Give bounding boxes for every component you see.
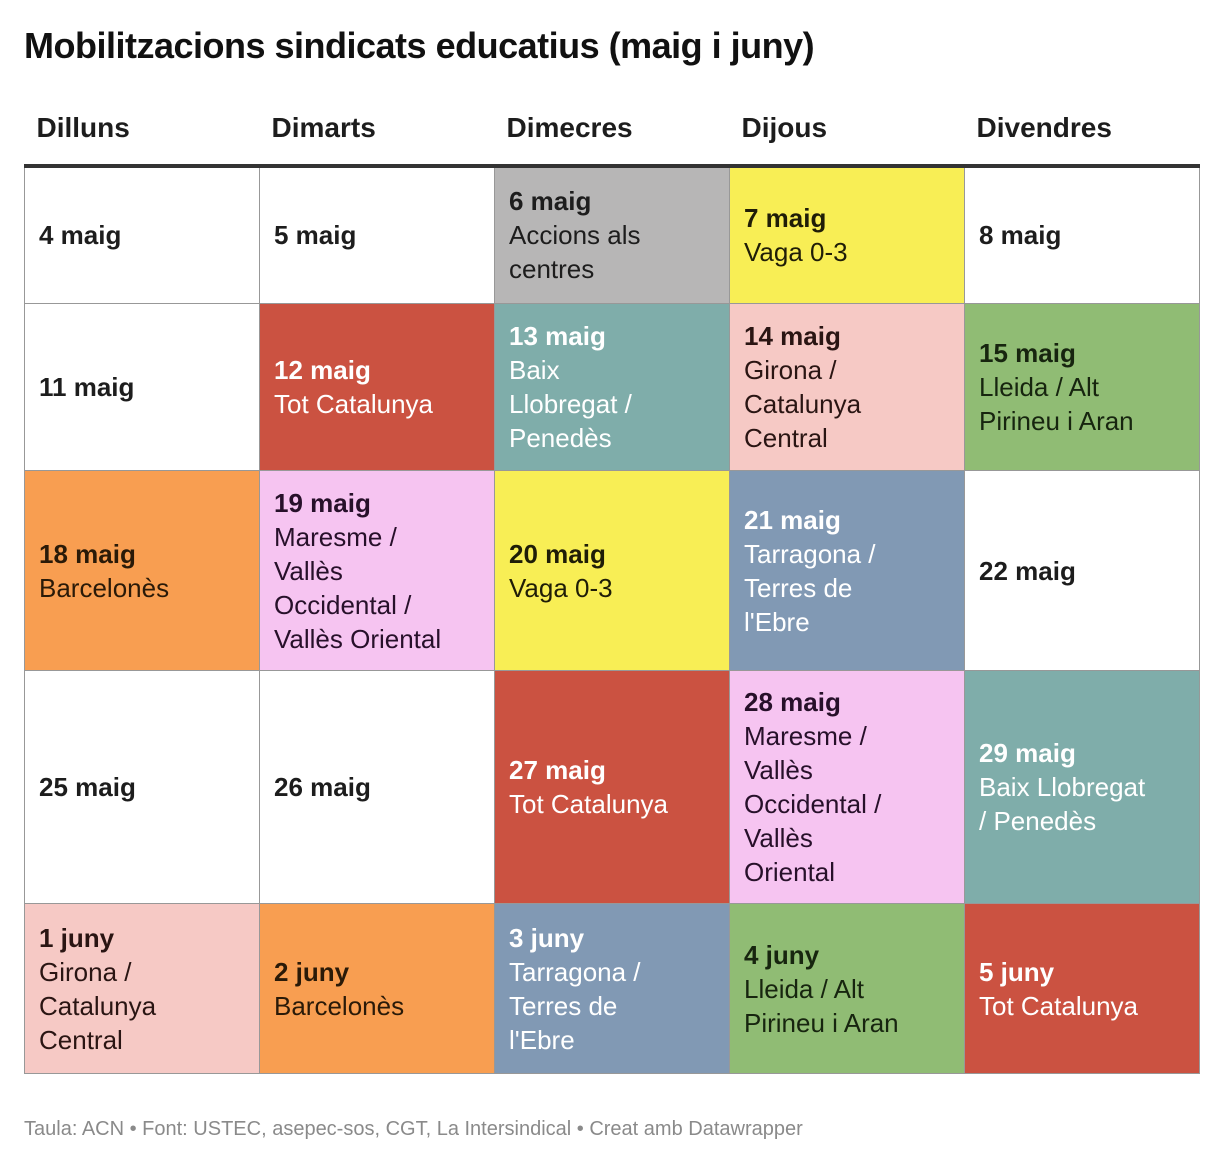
day-date: 2 juny [274,956,350,987]
weekday-header: Dimecres [494,111,730,168]
weekday-header: Dilluns [24,111,260,168]
weekday-header: Dijous [729,111,965,168]
day-date: 19 maig [274,487,371,518]
day-event: Tarragona / Terres de l'Ebre [509,956,641,1055]
day-event: Baix Llobregat / Penedès [509,355,632,454]
day-date: 12 maig [274,355,371,386]
day-date: 25 maig [39,772,136,803]
day-date: 5 juny [979,956,1055,987]
day-event: Tot Catalunya [274,389,433,420]
day-date: 1 juny [39,922,115,953]
day-event: Maresme / Vallès Occidental / Vallès Ori… [744,721,882,888]
day-cell: 8 maig [964,165,1200,305]
day-event: Tarragona / Terres de l'Ebre [744,538,876,637]
day-date: 4 juny [744,939,820,970]
day-date: 14 maig [744,321,841,352]
day-date: 29 maig [979,738,1076,769]
day-cell: 7 maig Vaga 0-3 [729,165,965,305]
day-date: 20 maig [509,538,606,569]
day-cell: 25 maig [24,670,260,905]
day-date: 3 juny [509,922,585,953]
day-event: Lleida / Alt Pirineu i Aran [744,973,899,1038]
day-event: Lleida / Alt Pirineu i Aran [979,372,1134,437]
attribution-footer: Taula: ACN • Font: USTEC, asepec-sos, CG… [24,1118,803,1141]
week-row: 1 juny Girona / Catalunya Central 2 juny Ba… [24,903,1200,1075]
day-cell: 4 maig [24,165,260,305]
day-cell: 1 juny Girona / Catalunya Central [24,903,260,1075]
day-date: 6 maig [509,186,592,217]
day-date: 11 maig [39,372,135,403]
week-row: 11 maig 12 maig Tot Catalunya 13 maig Baix L… [24,303,1200,472]
day-date: 15 maig [979,338,1076,369]
day-event: Tot Catalunya [979,990,1138,1021]
week-row: 4 maig 5 maig 6 maig Accions als centres 7 m… [24,165,1200,305]
day-date: 7 maig [744,203,827,234]
day-cell: 22 maig [964,470,1200,672]
day-event: Vaga 0-3 [509,572,613,603]
day-cell: 5 juny Tot Catalunya [964,903,1200,1075]
day-cell: 11 maig [24,303,260,472]
weekday-header: Dimarts [259,111,495,168]
day-cell: 6 maig Accions als centres [494,165,730,305]
day-cell: 26 maig [259,670,495,905]
week-row: 18 maig Barcelonès 19 maig Maresme / Vallès… [24,470,1200,672]
day-cell: 15 maig Lleida / Alt Pirineu i Aran [964,303,1200,472]
day-event: Maresme / Vallès Occidental / Vallès Ori… [274,521,442,654]
calendar-table: Dilluns Dimarts Dimecres Dijous Divendres 4 … [24,111,1200,1075]
day-event: Barcelonès [274,990,405,1021]
day-event: Barcelonès [39,572,170,603]
week-row: 25 maig 26 maig 27 maig Tot Catalunya 28 mai… [24,670,1200,905]
day-cell: 21 maig Tarragona / Terres de l'Ebre [729,470,965,672]
day-cell: 2 juny Barcelonès [259,903,495,1075]
day-cell: 12 maig Tot Catalunya [259,303,495,472]
day-event: Baix Llobregat / Penedès [979,772,1146,837]
day-date: 28 maig [744,687,841,718]
day-cell: 14 maig Girona / Catalunya Central [729,303,965,472]
weekday-header: Divendres [964,111,1200,168]
day-date: 26 maig [274,772,371,803]
page-title: Mobilitzacions sindicats educatius (maig… [24,25,815,66]
day-event: Tot Catalunya [509,789,668,820]
day-cell: 3 juny Tarragona / Terres de l'Ebre [494,903,730,1075]
day-date: 27 maig [509,755,606,786]
calendar-body: 4 maig 5 maig 6 maig Accions als centres 7 m… [24,165,1200,1075]
day-event: Girona / Catalunya Central [39,956,157,1055]
day-cell: 27 maig Tot Catalunya [494,670,730,905]
day-date: 22 maig [979,555,1076,586]
day-event: Vaga 0-3 [744,237,848,268]
day-cell: 13 maig Baix Llobregat / Penedès [494,303,730,472]
day-date: 18 maig [39,538,136,569]
day-date: 4 maig [39,220,122,251]
day-cell: 5 maig [259,165,495,305]
day-date: 8 maig [979,220,1062,251]
calendar-header: Dilluns Dimarts Dimecres Dijous Divendres [24,111,1200,168]
day-cell: 29 maig Baix Llobregat / Penedès [964,670,1200,905]
day-cell: 28 maig Maresme / Vallès Occidental / Val… [729,670,965,905]
day-cell: 19 maig Maresme / Vallès Occidental / Val… [259,470,495,672]
day-cell: 18 maig Barcelonès [24,470,260,672]
day-date: 21 maig [744,504,841,535]
day-event: Accions als centres [509,220,641,285]
day-cell: 4 juny Lleida / Alt Pirineu i Aran [729,903,965,1075]
weekday-header-row: Dilluns Dimarts Dimecres Dijous Divendres [24,111,1200,168]
day-date: 5 maig [274,220,357,251]
day-event: Girona / Catalunya Central [744,355,862,454]
day-date: 13 maig [509,321,606,352]
day-cell: 20 maig Vaga 0-3 [494,470,730,672]
